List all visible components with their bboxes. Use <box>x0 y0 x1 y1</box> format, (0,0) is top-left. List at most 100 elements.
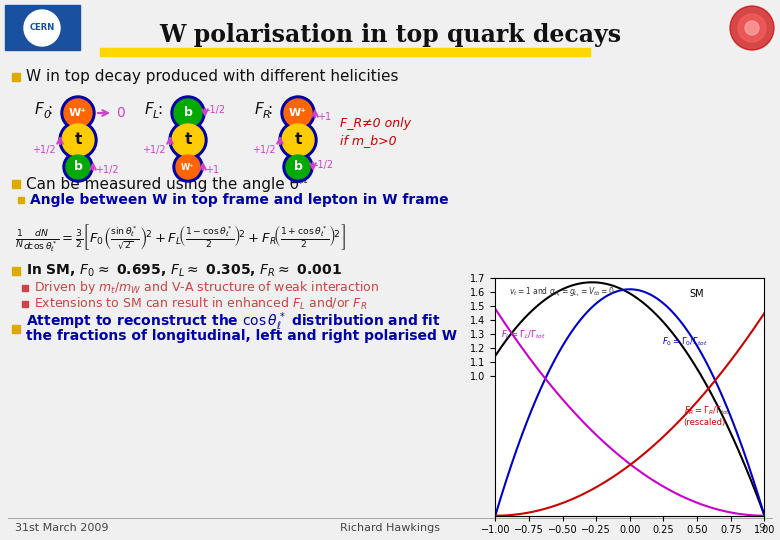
Circle shape <box>284 99 312 127</box>
Text: 31st March 2009: 31st March 2009 <box>15 523 108 533</box>
$F_R=\Gamma_R/\Gamma_{tot}$ <box>685 407 694 413</box>
Text: $F_0{=}\Gamma_0/\Gamma_{tot}$: $F_0{=}\Gamma_0/\Gamma_{tot}$ <box>662 336 708 348</box>
$F_R=\Gamma_R/\Gamma_{tot}$ <box>660 432 669 438</box>
$F_R=\Gamma_R/\Gamma_{tot}$ <box>686 406 696 412</box>
SM <box>523 312 533 318</box>
Circle shape <box>174 99 202 127</box>
Bar <box>22 285 28 291</box>
Text: W polarisation in top quark decays: W polarisation in top quark decays <box>159 23 621 47</box>
Text: :: : <box>267 103 272 118</box>
SM <box>491 353 500 359</box>
$F_0=\Gamma_0/\Gamma_{tot}$ <box>491 512 500 519</box>
SM <box>760 512 769 518</box>
Circle shape <box>173 152 203 182</box>
Text: b: b <box>583 375 591 388</box>
Text: +1: +1 <box>317 112 332 122</box>
Text: +1/2: +1/2 <box>95 165 119 175</box>
Line: $F_L=\Gamma_L/\Gamma_{tot}$: $F_L=\Gamma_L/\Gamma_{tot}$ <box>495 309 764 516</box>
Text: In SM, $F_0\approx$ 0.695, $F_L\approx$ 0.305, $F_R\approx$ 0.001: In SM, $F_0\approx$ 0.695, $F_L\approx$ … <box>26 263 342 279</box>
Bar <box>12 267 20 275</box>
Text: +1: +1 <box>205 165 219 175</box>
$F_L=\Gamma_L/\Gamma_{tot}$ <box>491 306 500 312</box>
Text: +1/2: +1/2 <box>143 145 166 155</box>
Circle shape <box>171 96 205 130</box>
Text: -1/2: -1/2 <box>207 105 226 115</box>
Text: $F_L{=}\Gamma_L/\Gamma_{tot}$: $F_L{=}\Gamma_L/\Gamma_{tot}$ <box>501 328 545 341</box>
$F_0=\Gamma_0/\Gamma_{tot}$ <box>523 417 533 423</box>
Circle shape <box>59 121 97 159</box>
Text: Extensions to SM can result in enhanced $F_L$ and/or $F_R$: Extensions to SM can result in enhanced … <box>34 296 367 312</box>
Text: $\theta_\ell^* = \pi - \theta_{tb}$: $\theta_\ell^* = \pi - \theta_{tb}$ <box>510 390 575 410</box>
Text: b: b <box>183 106 193 119</box>
$F_L=\Gamma_L/\Gamma_{tot}$ <box>578 418 587 425</box>
Text: t: t <box>184 132 192 147</box>
Text: ℓ: ℓ <box>303 175 307 185</box>
Text: CERN: CERN <box>30 24 55 32</box>
Circle shape <box>169 121 207 159</box>
Text: *: * <box>298 179 303 189</box>
Bar <box>100 48 590 56</box>
Text: 0: 0 <box>43 110 50 120</box>
Text: :: : <box>157 103 162 118</box>
Text: $\theta_{tb}$: $\theta_{tb}$ <box>596 358 612 372</box>
Circle shape <box>282 124 314 156</box>
Text: -1/2: -1/2 <box>315 160 334 170</box>
$F_0=\Gamma_0/\Gamma_{tot}$ <box>760 512 769 519</box>
SM <box>588 279 597 286</box>
Bar <box>18 197 24 203</box>
Line: $F_0=\Gamma_0/\Gamma_{tot}$: $F_0=\Gamma_0/\Gamma_{tot}$ <box>495 289 764 516</box>
Circle shape <box>738 14 766 42</box>
Text: +1/2: +1/2 <box>33 145 56 155</box>
$F_L=\Gamma_L/\Gamma_{tot}$ <box>660 484 669 490</box>
Circle shape <box>283 152 313 182</box>
Bar <box>22 301 28 307</box>
SM <box>597 280 607 286</box>
Text: 0: 0 <box>116 106 125 120</box>
SM <box>686 355 695 361</box>
Bar <box>12 180 20 188</box>
Text: L: L <box>153 110 159 120</box>
SM <box>661 321 670 327</box>
Circle shape <box>24 10 60 46</box>
Text: :: : <box>47 103 52 118</box>
$F_L=\Gamma_L/\Gamma_{tot}$ <box>685 496 694 503</box>
Line: $F_R=\Gamma_R/\Gamma_{tot}$: $F_R=\Gamma_R/\Gamma_{tot}$ <box>495 313 764 516</box>
Text: W: W <box>542 375 554 388</box>
$F_L=\Gamma_L/\Gamma_{tot}$ <box>760 512 769 519</box>
Circle shape <box>279 121 317 159</box>
SM <box>578 280 587 286</box>
Bar <box>12 325 20 333</box>
$F_0=\Gamma_0/\Gamma_{tot}$ <box>686 332 695 338</box>
Text: SM: SM <box>689 289 704 299</box>
$F_L=\Gamma_L/\Gamma_{tot}$ <box>597 437 607 443</box>
$F_0=\Gamma_0/\Gamma_{tot}$ <box>625 286 634 293</box>
$F_R=\Gamma_R/\Gamma_{tot}$ <box>523 510 533 516</box>
Text: W⁺: W⁺ <box>289 108 307 118</box>
SM <box>687 356 697 363</box>
Text: $v_t=1$ and $g_{R_t}=g_{L_t}=V_{tb}=0$: $v_t=1$ and $g_{R_t}=g_{L_t}=V_{tb}=0$ <box>509 285 615 299</box>
Text: 9: 9 <box>758 523 765 533</box>
Text: $F_R{=}\Gamma_R/\Gamma_{tot}$
(rescaled): $F_R{=}\Gamma_R/\Gamma_{tot}$ (rescaled) <box>683 404 730 428</box>
Text: R: R <box>263 110 271 120</box>
Text: Driven by $m_t/m_W$ and V-A structure of weak interaction: Driven by $m_t/m_W$ and V-A structure of… <box>34 280 379 296</box>
Circle shape <box>61 96 95 130</box>
Text: +1/2: +1/2 <box>253 145 276 155</box>
Circle shape <box>172 124 204 156</box>
Text: W⁺: W⁺ <box>181 163 195 172</box>
$F_0=\Gamma_0/\Gamma_{tot}$ <box>661 302 670 308</box>
Circle shape <box>64 99 92 127</box>
Text: F: F <box>145 103 154 118</box>
Circle shape <box>63 152 93 182</box>
Circle shape <box>66 155 90 179</box>
$F_R=\Gamma_R/\Gamma_{tot}$ <box>578 491 587 497</box>
Circle shape <box>286 155 310 179</box>
Circle shape <box>281 96 315 130</box>
Text: t: t <box>74 132 82 147</box>
Text: Angle between W in top frame and lepton in W frame: Angle between W in top frame and lepton … <box>30 193 448 207</box>
Text: b: b <box>73 160 83 173</box>
Text: Can be measured using the angle θ: Can be measured using the angle θ <box>26 177 299 192</box>
$F_R=\Gamma_R/\Gamma_{tot}$ <box>491 512 500 519</box>
Circle shape <box>745 21 759 35</box>
$F_0=\Gamma_0/\Gamma_{tot}$ <box>687 334 697 340</box>
Text: b: b <box>293 160 303 173</box>
